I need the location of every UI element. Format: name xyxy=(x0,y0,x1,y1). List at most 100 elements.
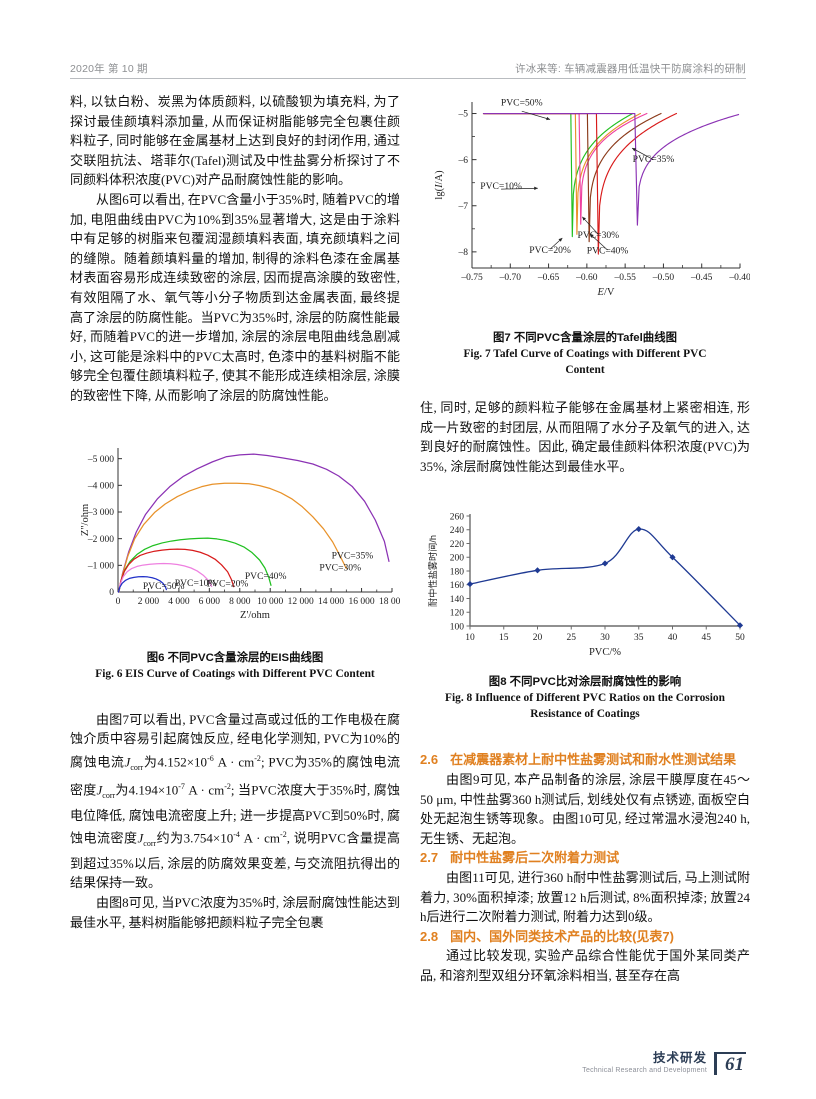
figure-7-chart: –5 –6 –7 –8 –0.75 –0.70 –0.65 –0.60 –0.55 –0.50 –0… xyxy=(434,98,750,298)
y-tick-label: 180 xyxy=(450,568,465,578)
paragraph-left-3: 由图7可以看出, PVC含量过高或过低的工作电极在腐蚀介质中容易引起腐蚀反应, … xyxy=(70,711,400,891)
x-axis-label: Z'/ohm xyxy=(240,610,270,621)
figure-6: 0 –1 000 –2 000 –3 000 –4 000 –5 000 0 2 000 4 0… xyxy=(70,440,400,682)
issue-label: 2020年 第 10 期 xyxy=(70,63,148,75)
annotation-arrowhead xyxy=(582,216,586,221)
y-tick-label: –4 000 xyxy=(87,481,114,491)
annotation-arrowhead xyxy=(546,116,551,121)
x-tick-label: 14 000 xyxy=(318,597,344,607)
y-tick-label: –2 000 xyxy=(87,534,114,544)
x-tick-label: 10 xyxy=(465,633,475,643)
annotation-PVC=20%: PVC=20% xyxy=(529,245,571,256)
figure-8-caption-cn: 图8 不同PVC比对涂层耐腐蚀性的影响 xyxy=(488,676,682,689)
section-2-7-title: 耐中性盐雾后二次附着力测试 xyxy=(450,850,620,866)
y-tick-label: –3 000 xyxy=(87,508,114,518)
page-footer: 技术研发 Technical Research and Development … xyxy=(582,1052,746,1075)
x-tick-label: 25 xyxy=(567,633,577,643)
y-tick-label: –5 000 xyxy=(87,454,114,464)
x-tick-label: 0 xyxy=(116,597,121,607)
x-tick-label: 15 xyxy=(499,633,509,643)
series-label-PVC=20%: PVC=20% xyxy=(207,578,249,589)
figure-7-caption-cn: 图7 不同PVC含量涂层的Tafel曲线图 xyxy=(493,332,677,344)
data-line xyxy=(469,528,741,627)
y-tick-label: 260 xyxy=(450,513,465,523)
series-label-PVC=30%: PVC=30% xyxy=(319,562,361,573)
x-tick-label: –0.55 xyxy=(613,273,636,283)
data-point-marker xyxy=(669,554,676,561)
section-2-8-title: 国内、国外同类技术产品的比较(见表7) xyxy=(450,928,674,944)
y-tick-label: –6 xyxy=(458,156,469,166)
series-PVC=50% xyxy=(117,575,168,593)
section-2-6-number: 2.6 xyxy=(420,752,439,768)
y-axis-label: lg(I/A) xyxy=(434,170,445,200)
data-point-marker xyxy=(466,581,474,588)
paragraph-right-1: 住, 同时, 足够的颜料粒子能够在金属基材上紧密相连, 形成一片致密的封团层, … xyxy=(420,400,750,474)
section-heading-2-8: 2.8 国内、国外同类技术产品的比较(见表7) xyxy=(420,927,750,947)
figure-8-caption: 图8 不同PVC比对涂层耐腐蚀性的影响 Fig. 8 Influence of … xyxy=(420,674,750,722)
x-axis-label: E/V xyxy=(597,287,615,298)
annotation-leader xyxy=(589,233,608,251)
y-tick-label: 0 xyxy=(109,588,114,598)
figure-8: 100 120 140 160 180 200 220 240 260 10 15 20 25 30 35 4… xyxy=(420,504,750,722)
x-tick-label: 30 xyxy=(600,633,610,643)
x-tick-label: 12 000 xyxy=(288,597,314,607)
x-tick-label: –0.50 xyxy=(652,273,675,283)
series-PVC=35% xyxy=(118,453,390,593)
data-point-marker xyxy=(601,560,609,567)
series-label-PVC=40%: PVC=40% xyxy=(245,570,287,581)
paragraph-left-4: 由图8可见, 当PVC浓度为35%时, 涂层耐腐蚀性能达到最佳水平, 基料树脂能… xyxy=(70,895,400,930)
x-tick-label: 50 xyxy=(735,633,745,643)
x-tick-label: 20 xyxy=(533,633,543,643)
x-tick-label: –0.45 xyxy=(690,273,713,283)
x-axis-label: PVC/% xyxy=(589,647,621,658)
x-tick-label: –0.60 xyxy=(575,273,598,283)
footer-section-cn: 技术研发 xyxy=(652,1051,707,1066)
series-PVC=10% xyxy=(117,562,213,593)
footer-text: 技术研发 Technical Research and Development xyxy=(582,1051,707,1075)
annotation-arrowhead xyxy=(558,238,563,242)
y-tick-label: 220 xyxy=(450,540,465,550)
series-label-PVC=50%: PVC=50% xyxy=(143,581,185,592)
x-tick-label: 18 000 xyxy=(379,597,400,607)
annotation-arrowhead xyxy=(632,148,637,152)
y-tick-label: 140 xyxy=(450,595,465,605)
paragraph-left-1: 料, 以钛白粉、炭黑为体质颜料, 以硫酸钡为填充料, 为了探讨最佳颜填料添加量,… xyxy=(70,94,400,188)
y-tick-label: 160 xyxy=(450,581,465,591)
series-PVC=30% xyxy=(118,482,347,593)
y-tick-label: 120 xyxy=(450,609,465,619)
section-2-8-number: 2.8 xyxy=(420,928,439,944)
paragraph-left-2: 从图6可以看出, 在PVC含量小于35%时, 随着PVC的增加, 电阻曲线由PV… xyxy=(70,191,400,403)
y-tick-label: –5 xyxy=(458,110,469,120)
paragraph-2-8: 通过比较发现, 实验产品综合性能优于国外某同类产品, 和溶剂型双组分环氧涂料相当… xyxy=(420,948,750,983)
x-tick-label: –0.65 xyxy=(537,273,560,283)
x-tick-label: 45 xyxy=(702,633,712,643)
running-head: 2020年 第 10 期 许冰来等: 车辆减震器用低温快干防腐涂料的研制 xyxy=(70,56,746,76)
x-tick-label: 10 000 xyxy=(257,597,283,607)
data-point-marker xyxy=(534,567,541,574)
annotation-PVC=50%: PVC=50% xyxy=(501,98,543,109)
x-tick-label: –0.70 xyxy=(499,273,522,283)
y-axis-label: Z"/ohm xyxy=(80,503,91,535)
article-title-header: 许冰来等: 车辆减震器用低温快干防腐涂料的研制 xyxy=(515,63,746,75)
series-label-PVC=10%: PVC=10% xyxy=(175,577,217,588)
right-column: –5 –6 –7 –8 –0.75 –0.70 –0.65 –0.60 –0.55 –0.50 –0… xyxy=(420,92,750,986)
annotation-leader xyxy=(582,216,599,235)
figure-6-caption-en: Fig. 6 EIS Curve of Coatings with Differ… xyxy=(95,667,375,680)
annotation-PVC=40%: PVC=40% xyxy=(587,246,629,257)
y-axis-label: 耐中性盐雾时间/h xyxy=(427,535,438,607)
x-tick-label: 4 000 xyxy=(168,597,190,607)
figure-6-chart: 0 –1 000 –2 000 –3 000 –4 000 –5 000 0 2 000 4 0… xyxy=(80,447,400,621)
series-PVC=20% xyxy=(117,547,235,593)
x-tick-label: 35 xyxy=(634,633,644,643)
left-column: 料, 以钛白粉、炭黑为体质颜料, 以硫酸钡为填充料, 为了探讨最佳颜填料添加量,… xyxy=(70,92,400,932)
figure-6-caption: 图6 不同PVC含量涂层的EIS曲线图 Fig. 6 EIS Curve of … xyxy=(70,650,400,682)
data-point-marker xyxy=(635,526,642,533)
figure-7: –5 –6 –7 –8 –0.75 –0.70 –0.65 –0.60 –0.55 –0.50 –0… xyxy=(420,92,750,378)
figure-8-caption-en-line2: Resistance of Coatings xyxy=(530,708,640,721)
section-heading-2-6: 2.6 在减震器素材上耐中性盐雾测试和耐水性测试结果 xyxy=(420,750,750,770)
x-tick-label: 6 000 xyxy=(199,597,221,607)
annotation-arrowhead xyxy=(589,233,594,238)
x-tick-label: 16 000 xyxy=(348,597,374,607)
x-tick-label: 2 000 xyxy=(138,597,160,607)
